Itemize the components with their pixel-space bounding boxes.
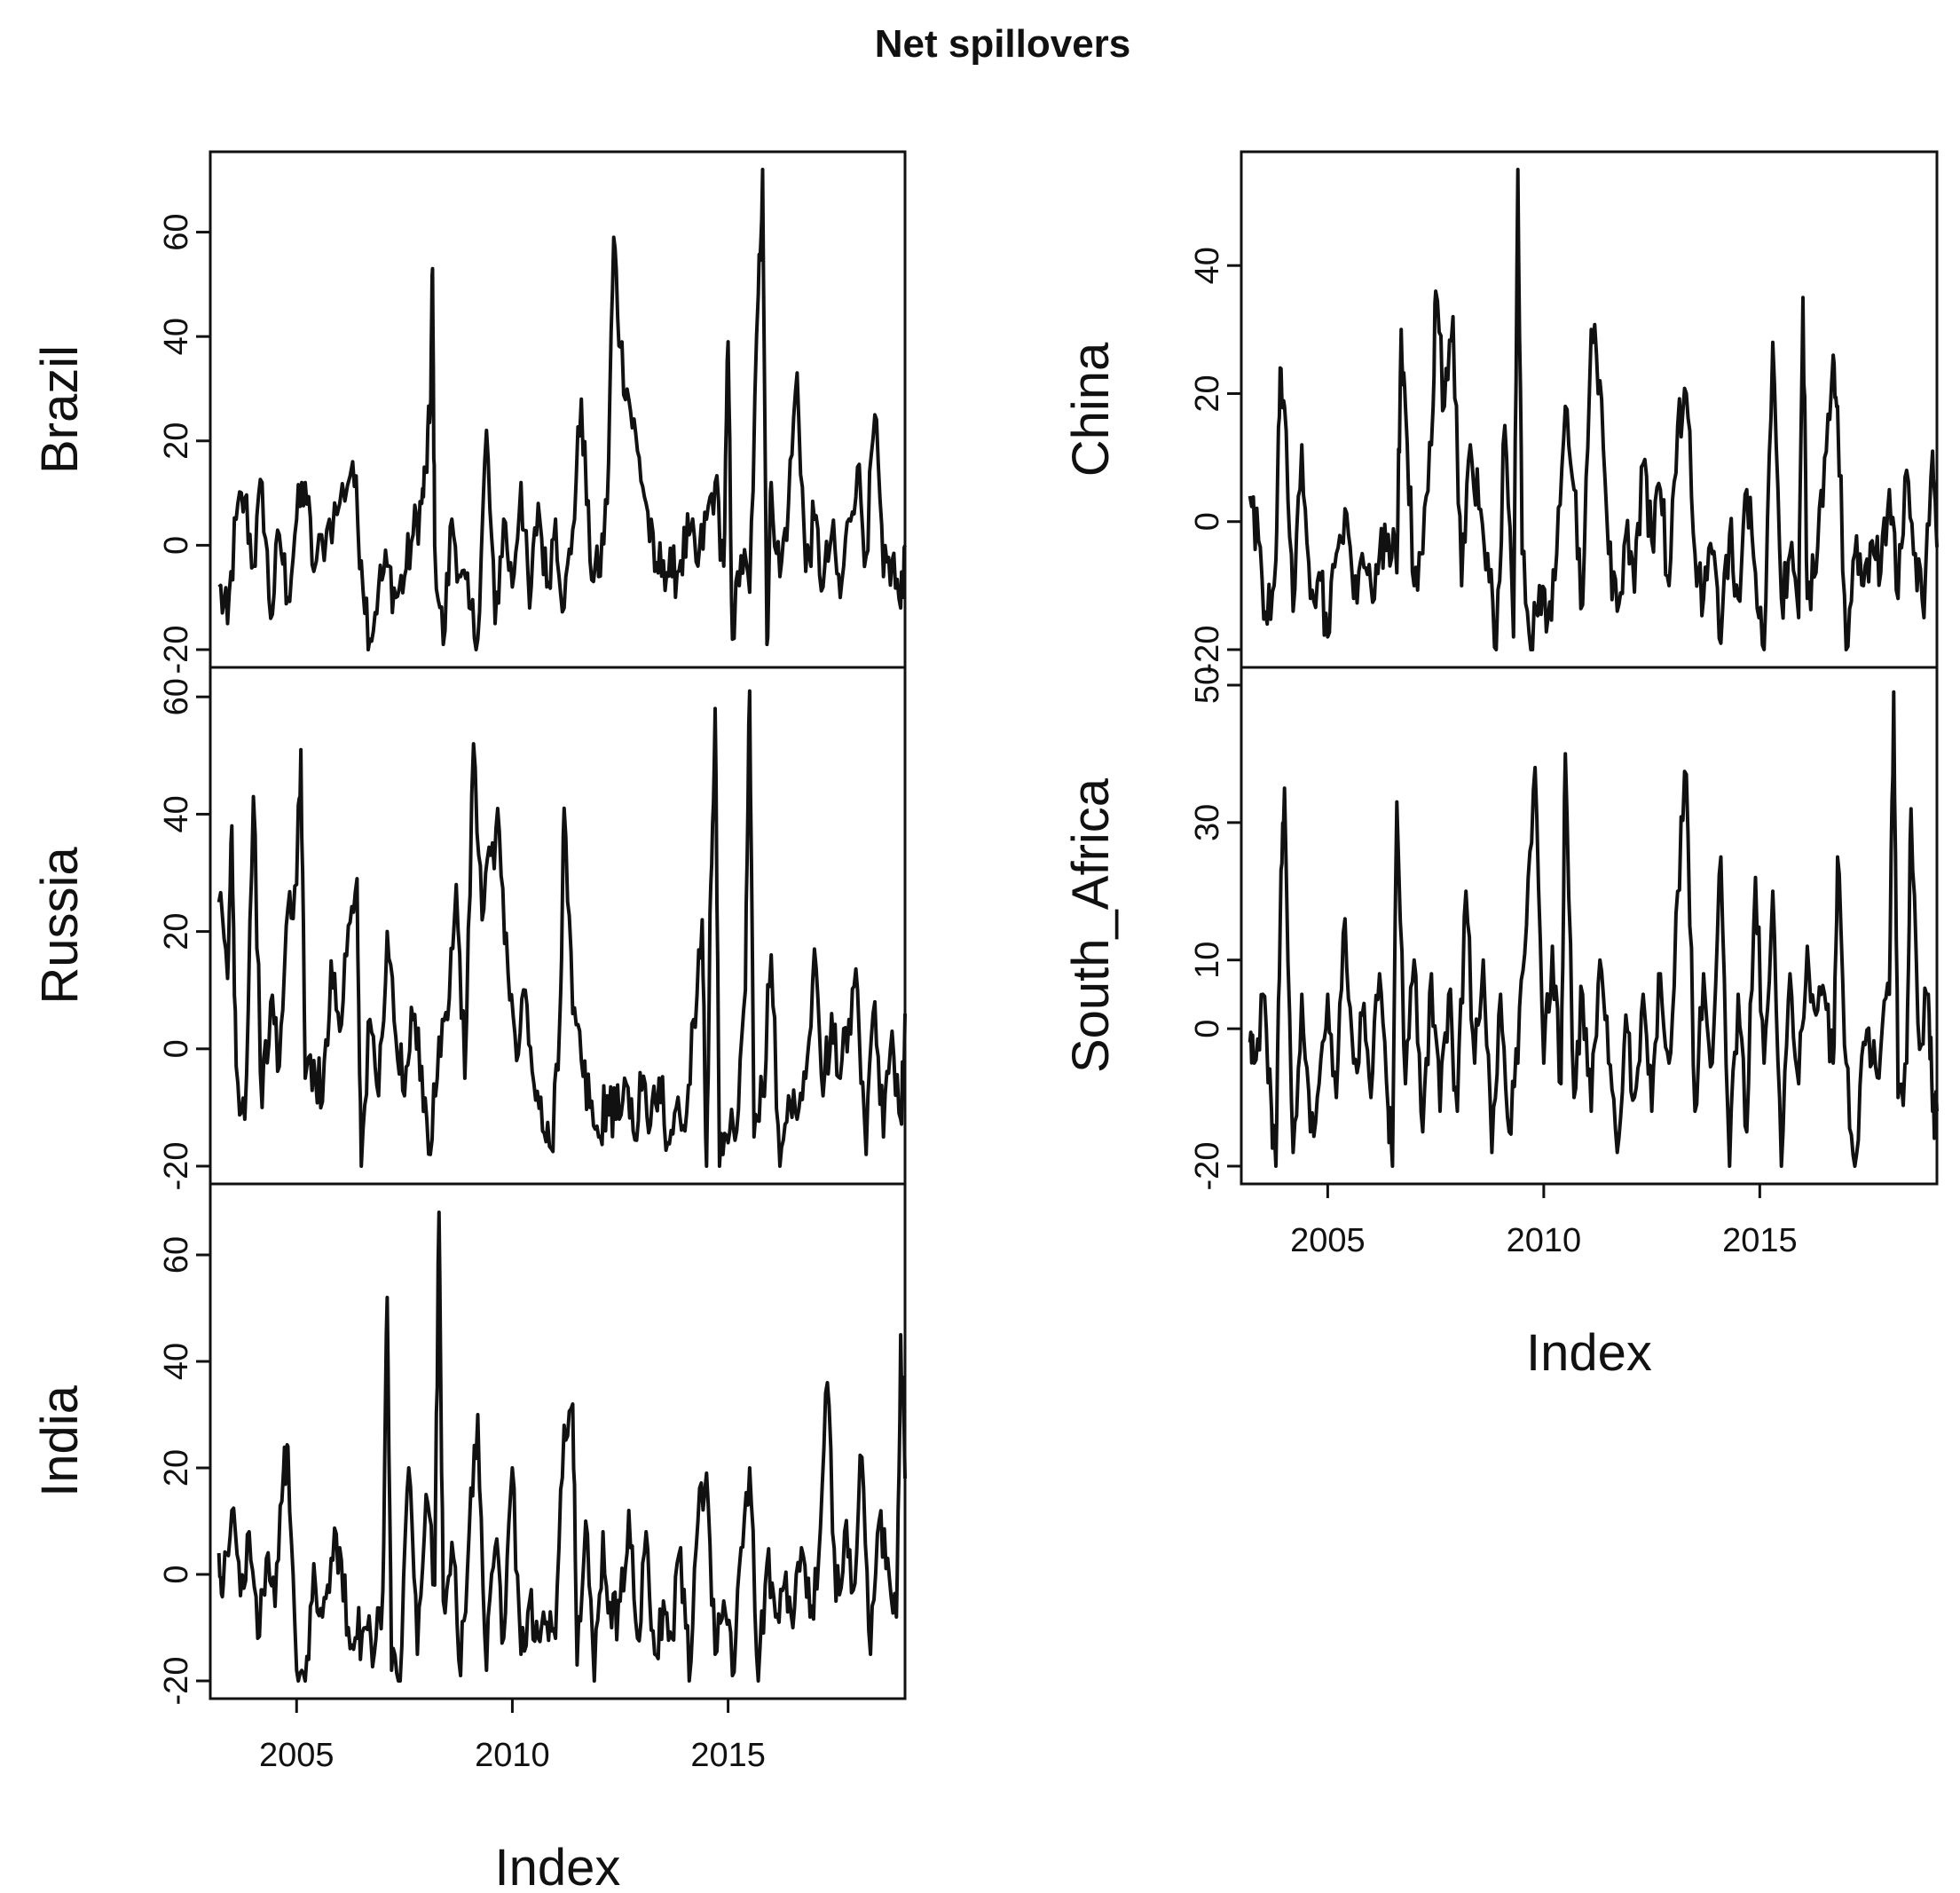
y-tick-label-south-africa: -20: [1189, 1142, 1226, 1191]
y-axis-label-south-africa: South_Africa: [1062, 777, 1120, 1073]
y-tick-label-russia: -20: [158, 1142, 195, 1191]
y-tick-label-russia: 20: [158, 912, 195, 950]
y-tick-label-south-africa: 10: [1189, 942, 1226, 979]
y-tick-label-south-africa: 0: [1189, 1020, 1226, 1038]
y-axis-label-china: China: [1062, 342, 1120, 477]
panels-group: -20 0 20 40 60 Brazil -20 0 20 40 60 Russia -20 0 20 40…: [31, 150, 1939, 1893]
panel-china: -20 0 20 40 China: [1062, 150, 1939, 674]
x-axis-label-south-africa: Index: [1526, 1324, 1652, 1382]
y-tick-label-brazil: 60: [158, 213, 195, 250]
y-axis-label-india: India: [31, 1384, 89, 1497]
panel-south-africa: -20 0 10 30 50 South_Africa 2005 2010 2015 Index: [1062, 666, 1939, 1382]
series-line-south-africa: [1248, 690, 1939, 1168]
y-tick-label-china: 0: [1189, 512, 1226, 531]
panel-frame-south-africa: [1240, 666, 1939, 1186]
x-tick-label-india: 2015: [690, 1737, 766, 1774]
y-tick-label-india: 0: [158, 1565, 195, 1583]
y-tick-label-russia: 40: [158, 795, 195, 832]
y-tick-label-india: -20: [158, 1657, 195, 1706]
series-line-russia: [216, 689, 907, 1168]
y-tick-label-china: 40: [1189, 247, 1226, 284]
y-tick-label-china: -20: [1189, 626, 1226, 674]
y-tick-label-brazil: 40: [158, 318, 195, 355]
y-tick-label-china: 20: [1189, 375, 1226, 412]
x-axis-label-india: Index: [495, 1839, 621, 1893]
x-tick-label-south-africa: 2010: [1507, 1222, 1582, 1259]
series-line-china: [1248, 168, 1939, 651]
panel-russia: -20 0 20 40 60 Russia: [31, 666, 907, 1191]
y-tick-label-brazil: -20: [158, 626, 195, 674]
y-tick-label-india: 20: [158, 1449, 195, 1487]
x-tick-label-south-africa: 2005: [1290, 1222, 1366, 1259]
y-tick-label-india: 40: [158, 1343, 195, 1380]
y-tick-label-brazil: 20: [158, 422, 195, 460]
y-tick-label-brazil: 0: [158, 536, 195, 555]
y-axis-label-brazil: Brazil: [31, 345, 89, 474]
panel-india: -20 0 20 40 60 India 2005 2010 2015 Index: [31, 1182, 907, 1893]
y-tick-label-russia: 60: [158, 678, 195, 715]
y-tick-label-south-africa: 50: [1189, 666, 1226, 704]
y-tick-label-south-africa: 30: [1189, 804, 1226, 841]
y-axis-label-russia: Russia: [31, 847, 89, 1005]
x-tick-label-india: 2010: [475, 1737, 550, 1774]
series-line-india: [216, 1211, 907, 1683]
panel-brazil: -20 0 20 40 60 Brazil: [31, 150, 907, 674]
figure-title: Net spillovers: [875, 22, 1131, 66]
x-tick-label-south-africa: 2015: [1722, 1222, 1798, 1259]
x-tick-label-india: 2005: [259, 1737, 335, 1774]
series-line-brazil: [217, 168, 907, 651]
y-tick-label-india: 60: [158, 1236, 195, 1274]
y-tick-label-russia: 0: [158, 1039, 195, 1058]
